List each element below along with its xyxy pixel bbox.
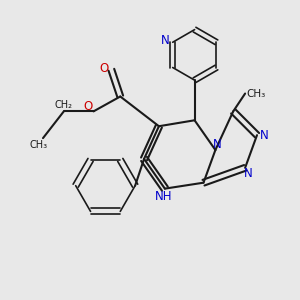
Text: N: N — [161, 34, 170, 47]
Text: CH₂: CH₂ — [54, 100, 72, 110]
Text: O: O — [99, 62, 109, 75]
Text: N: N — [244, 167, 253, 180]
Text: CH₃: CH₃ — [246, 88, 265, 98]
Text: NH: NH — [154, 190, 172, 203]
Text: CH₃: CH₃ — [29, 140, 48, 150]
Text: N: N — [260, 129, 269, 142]
Text: N: N — [212, 138, 221, 151]
Text: O: O — [84, 100, 93, 112]
